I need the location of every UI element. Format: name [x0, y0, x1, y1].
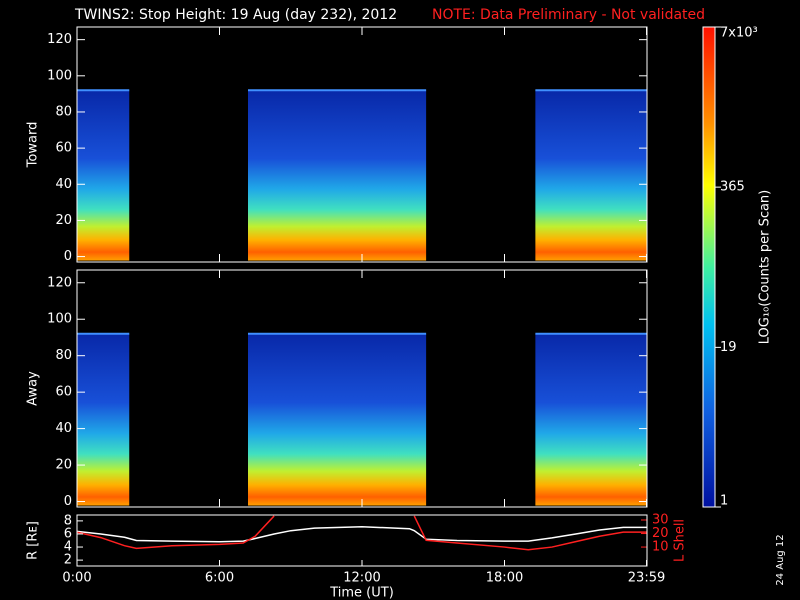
x-tick-label: 18:00 — [486, 571, 523, 586]
line-group — [77, 515, 647, 551]
colorbar — [702, 26, 716, 508]
x-tick-label: 23:59 — [628, 571, 665, 586]
panel-frame — [76, 26, 648, 263]
spectrogram-block — [248, 90, 427, 261]
orbit-line — [77, 515, 647, 551]
note: NOTE: Data Preliminary - Not validated — [432, 7, 705, 23]
y-tick-label: 4 — [64, 540, 72, 555]
y2-tick-label: 10 — [652, 540, 669, 555]
y-tick-label: 0 — [64, 494, 72, 509]
x-tick-label: 0:00 — [62, 571, 91, 586]
date-stamp: 24 Aug 12 — [775, 534, 786, 585]
y-axis-label: R [Rᴇ] — [26, 521, 41, 560]
spectrogram-block — [77, 90, 130, 261]
y-tick-label: 80 — [55, 104, 72, 119]
y-tick-label: 20 — [55, 458, 72, 473]
x-axis-label: Time (UT) — [329, 586, 394, 600]
y-tick-label: 8 — [64, 513, 72, 528]
y-tick-label: 60 — [55, 385, 72, 400]
y-tick-label: 80 — [55, 348, 72, 363]
y-tick-label: 60 — [55, 141, 72, 156]
spectrogram-block — [535, 333, 647, 506]
y2-tick-label: 30 — [652, 513, 669, 528]
spectrogram-block — [77, 333, 130, 506]
colorbar-tick-label: 19 — [720, 340, 737, 355]
spectrogram-block — [248, 333, 427, 506]
y-tick-label: 40 — [55, 177, 72, 192]
y-axis-label: Toward — [26, 122, 41, 169]
panel-frame — [76, 514, 648, 567]
colorbar-label: LOG₁₀(Counts per Scan) — [758, 190, 773, 345]
x-tick-label: 12:00 — [343, 571, 380, 586]
y-tick-label: 100 — [47, 312, 72, 327]
colorbar-tick-label: 365 — [720, 180, 745, 195]
y2-axis-label: L Shell — [673, 519, 688, 562]
panel-frame — [76, 269, 648, 508]
y2-tick-label: 20 — [652, 526, 669, 541]
chart-title: TWINS2: Stop Height: 19 Aug (day 232), 2… — [74, 7, 397, 23]
spectrogram-block — [535, 90, 647, 261]
y-tick-label: 100 — [47, 68, 72, 83]
y-tick-label: 120 — [47, 275, 72, 290]
y-tick-label: 20 — [55, 213, 72, 228]
y-tick-label: 6 — [64, 526, 72, 541]
colorbar-tick-label: 1 — [720, 494, 728, 509]
y-axis-label: Away — [26, 371, 41, 406]
orbit-line — [77, 526, 647, 543]
y-tick-label: 0 — [64, 249, 72, 264]
y-tick-label: 40 — [55, 421, 72, 436]
x-tick-label: 6:00 — [205, 571, 234, 586]
y-tick-label: 120 — [47, 32, 72, 47]
colorbar-tick-label: 7x10³ — [720, 26, 758, 41]
y-tick-label: 2 — [64, 553, 72, 568]
